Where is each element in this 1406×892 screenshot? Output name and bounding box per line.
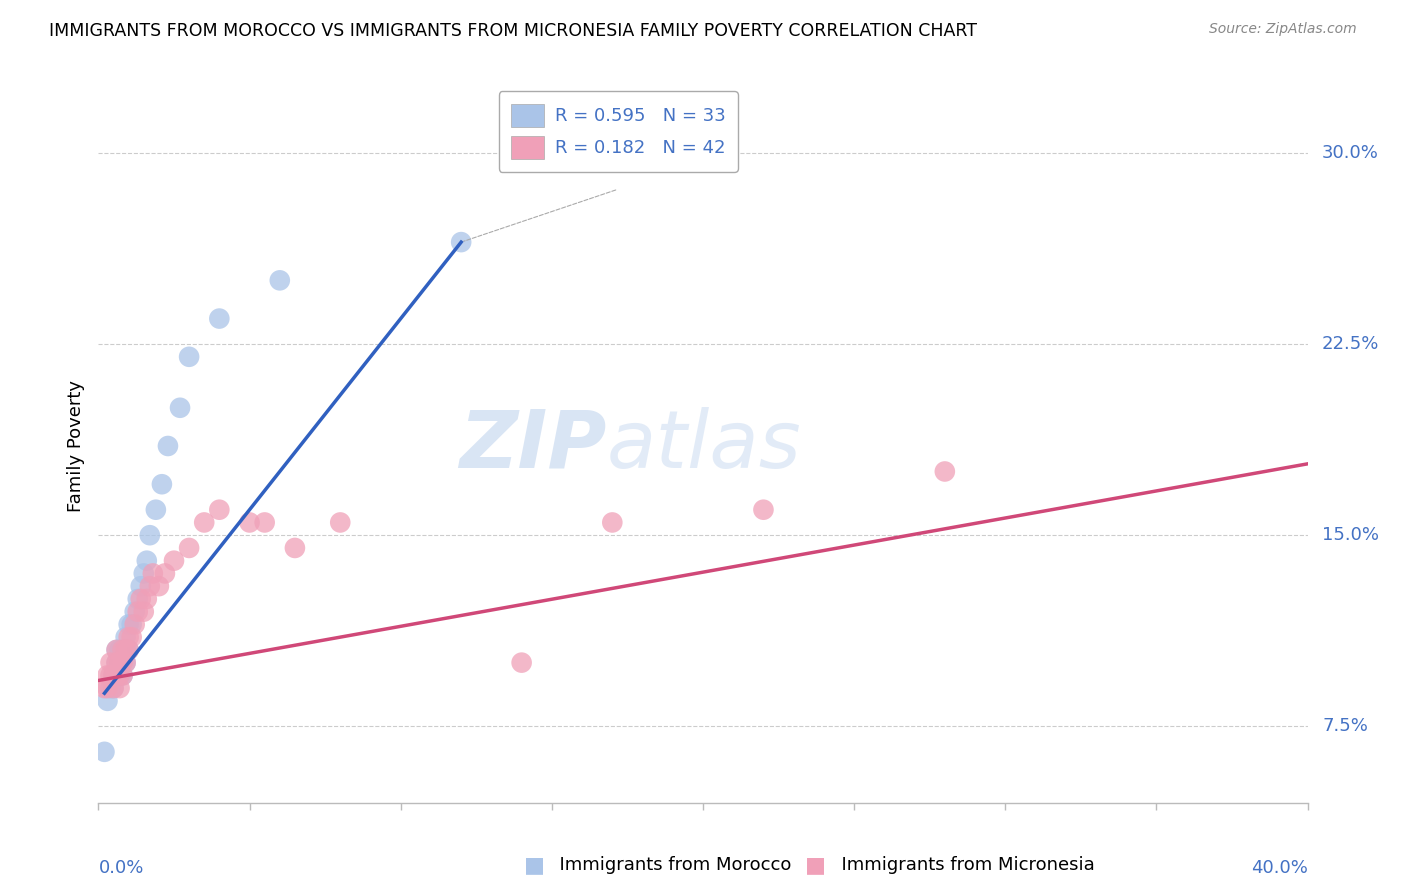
Point: [96, 681, 118, 695]
Point: [108, 656, 131, 670]
Point: [179, 541, 201, 555]
Point: [135, 554, 157, 568]
Point: [108, 643, 131, 657]
Point: [121, 630, 143, 644]
Point: [111, 668, 134, 682]
Text: 22.5%: 22.5%: [1322, 335, 1379, 353]
Point: [118, 643, 141, 657]
Text: 7.5%: 7.5%: [1322, 717, 1368, 735]
Point: [103, 668, 125, 682]
Text: 30.0%: 30.0%: [1322, 144, 1379, 162]
Point: [132, 605, 155, 619]
Point: [111, 656, 134, 670]
Point: [142, 566, 165, 581]
Point: [118, 643, 141, 657]
Point: [150, 477, 173, 491]
Point: [145, 502, 167, 516]
Text: ■: ■: [806, 855, 825, 875]
Point: [148, 579, 170, 593]
Point: [193, 516, 215, 530]
Point: [139, 528, 162, 542]
Point: [124, 617, 146, 632]
Point: [602, 516, 624, 530]
Point: [111, 643, 134, 657]
Point: [127, 605, 149, 619]
Point: [284, 541, 307, 555]
Point: [100, 668, 122, 682]
Point: [934, 465, 956, 479]
Point: [114, 656, 136, 670]
Point: [129, 579, 152, 593]
Point: [156, 439, 179, 453]
Point: [121, 617, 143, 632]
Point: [179, 350, 201, 364]
Point: [105, 668, 128, 682]
Text: 0.0%: 0.0%: [98, 859, 143, 877]
Point: [129, 591, 152, 606]
Point: [118, 617, 141, 632]
Point: [124, 605, 146, 619]
Text: atlas: atlas: [606, 407, 801, 485]
Point: [208, 311, 231, 326]
Point: [208, 502, 231, 516]
Point: [153, 566, 176, 581]
Text: Source: ZipAtlas.com: Source: ZipAtlas.com: [1209, 22, 1357, 37]
Text: ZIP: ZIP: [458, 407, 606, 485]
Point: [108, 656, 131, 670]
Point: [139, 579, 162, 593]
Text: 40.0%: 40.0%: [1251, 859, 1308, 877]
Point: [105, 643, 128, 657]
Point: [108, 668, 131, 682]
Point: [752, 502, 775, 516]
Point: [103, 681, 125, 695]
Point: [114, 656, 136, 670]
Point: [510, 656, 533, 670]
Point: [108, 681, 131, 695]
Point: [100, 656, 122, 670]
Point: [96, 694, 118, 708]
Point: [135, 591, 157, 606]
Point: [114, 643, 136, 657]
Point: [111, 668, 134, 682]
Point: [93, 745, 115, 759]
Point: [132, 566, 155, 581]
Point: [111, 656, 134, 670]
Point: [105, 656, 128, 670]
Point: [100, 681, 122, 695]
Legend: R = 0.595   N = 33, R = 0.182   N = 42: R = 0.595 N = 33, R = 0.182 N = 42: [499, 91, 738, 172]
Point: [93, 681, 115, 695]
Point: [111, 643, 134, 657]
Text: ■: ■: [524, 855, 544, 875]
Point: [450, 235, 472, 249]
Text: Immigrants from Micronesia: Immigrants from Micronesia: [830, 856, 1094, 874]
Y-axis label: Family Poverty: Family Poverty: [66, 380, 84, 512]
Point: [329, 516, 352, 530]
Point: [105, 656, 128, 670]
Point: [118, 630, 141, 644]
Point: [163, 554, 186, 568]
Point: [105, 643, 128, 657]
Text: IMMIGRANTS FROM MOROCCO VS IMMIGRANTS FROM MICRONESIA FAMILY POVERTY CORRELATION: IMMIGRANTS FROM MOROCCO VS IMMIGRANTS FR…: [49, 22, 977, 40]
Point: [253, 516, 276, 530]
Text: Immigrants from Morocco: Immigrants from Morocco: [548, 856, 792, 874]
Text: 15.0%: 15.0%: [1322, 526, 1379, 544]
Point: [169, 401, 191, 415]
Point: [114, 643, 136, 657]
Point: [269, 273, 291, 287]
Point: [127, 591, 149, 606]
Point: [103, 668, 125, 682]
Point: [114, 630, 136, 644]
Point: [103, 681, 125, 695]
Point: [239, 516, 262, 530]
Point: [96, 668, 118, 682]
Point: [108, 668, 131, 682]
